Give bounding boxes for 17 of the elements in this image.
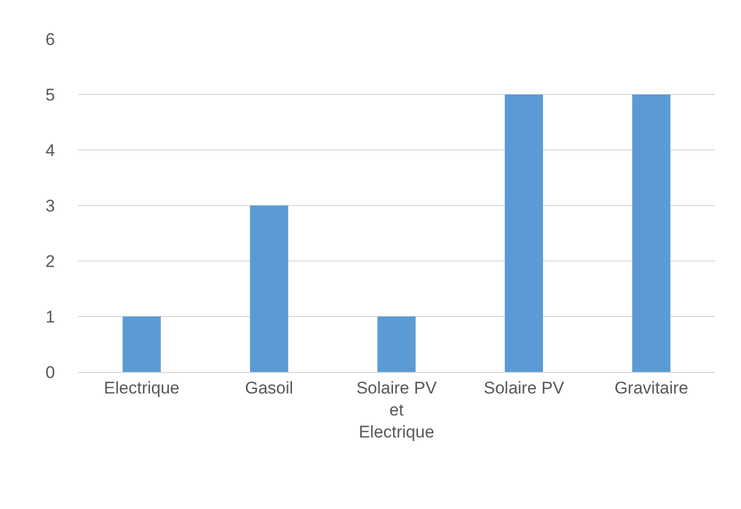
x-tick-label: Solaire PV	[484, 378, 565, 398]
bar	[122, 316, 161, 372]
x-tick-label: Solaire PV et Electrique	[356, 378, 438, 442]
y-tick-label: 6	[46, 30, 55, 49]
y-tick-label: 3	[46, 196, 55, 216]
bar	[377, 316, 416, 372]
y-tick-label: 0	[46, 362, 55, 382]
bar	[632, 94, 670, 372]
bar	[250, 206, 288, 372]
x-tick-label: Gravitaire	[614, 378, 688, 398]
y-tick-label: 5	[46, 85, 55, 104]
y-tick-label: 1	[46, 307, 55, 326]
y-tick-label: 4	[46, 140, 55, 160]
x-tick-label: Electrique	[104, 378, 180, 398]
x-tick-label: Gasoil	[245, 378, 294, 398]
bar	[504, 94, 544, 372]
y-tick-label: 2	[46, 252, 55, 271]
